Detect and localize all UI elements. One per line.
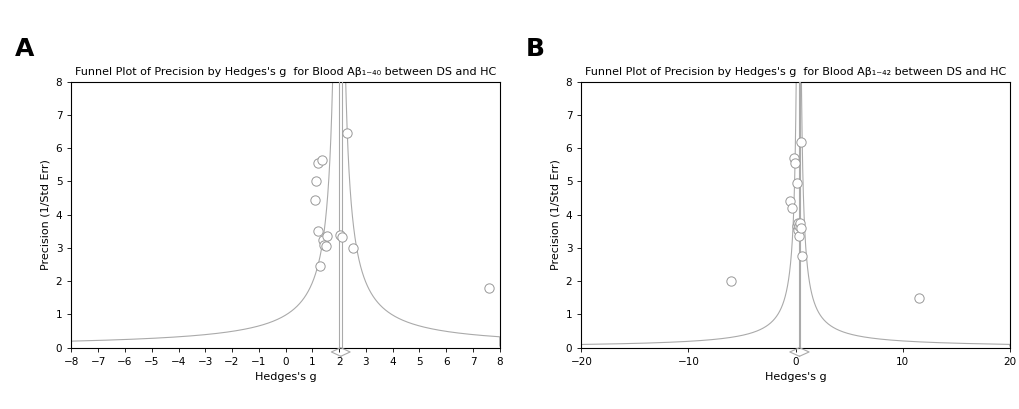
Point <box>910 294 926 301</box>
Point <box>790 233 806 240</box>
Point <box>307 196 323 203</box>
Title: Funnel Plot of Precision by Hedges's g  for Blood Aβ₁₋₄₂ between DS and HC: Funnel Plot of Precision by Hedges's g f… <box>585 67 1005 77</box>
Point <box>315 236 331 243</box>
Point <box>793 253 809 260</box>
Point <box>791 220 807 226</box>
Point <box>782 198 798 204</box>
Point <box>789 223 805 229</box>
Point <box>313 157 329 163</box>
Point <box>788 180 804 187</box>
Text: A: A <box>15 37 35 61</box>
Point <box>786 160 802 166</box>
Point <box>790 227 806 233</box>
Point <box>789 220 805 226</box>
Point <box>317 243 333 249</box>
Point <box>722 278 739 285</box>
Point <box>784 205 800 211</box>
X-axis label: Hedges's g: Hedges's g <box>764 372 825 382</box>
Point <box>308 178 324 185</box>
Point <box>344 245 361 251</box>
Point <box>316 241 332 248</box>
Point <box>319 233 335 240</box>
Point <box>310 160 326 166</box>
Point <box>310 228 326 235</box>
Y-axis label: Precision (1/Std Err): Precision (1/Std Err) <box>40 159 50 270</box>
X-axis label: Hedges's g: Hedges's g <box>255 372 316 382</box>
Text: B: B <box>525 37 544 61</box>
Point <box>481 285 497 291</box>
Title: Funnel Plot of Precision by Hedges's g  for Blood Aβ₁₋₄₀ between DS and HC: Funnel Plot of Precision by Hedges's g f… <box>75 67 495 77</box>
Point <box>338 130 355 137</box>
Point <box>792 225 808 231</box>
Y-axis label: Precision (1/Std Err): Precision (1/Std Err) <box>549 159 559 270</box>
Point <box>332 231 348 238</box>
Point <box>793 138 809 145</box>
Point <box>785 155 801 162</box>
Point <box>334 234 351 240</box>
Point <box>791 223 807 229</box>
Point <box>312 263 328 270</box>
